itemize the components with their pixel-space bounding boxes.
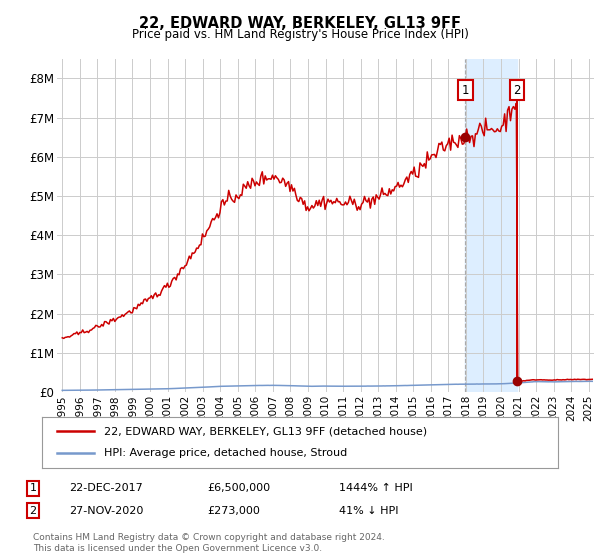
Text: 27-NOV-2020: 27-NOV-2020 bbox=[69, 506, 143, 516]
Text: £6,500,000: £6,500,000 bbox=[207, 483, 270, 493]
Text: 22, EDWARD WAY, BERKELEY, GL13 9FF: 22, EDWARD WAY, BERKELEY, GL13 9FF bbox=[139, 16, 461, 31]
Text: 22-DEC-2017: 22-DEC-2017 bbox=[69, 483, 143, 493]
Bar bbox=[466, 59, 517, 392]
Text: 1444% ↑ HPI: 1444% ↑ HPI bbox=[339, 483, 413, 493]
Text: 1: 1 bbox=[29, 483, 37, 493]
Text: 22, EDWARD WAY, BERKELEY, GL13 9FF (detached house): 22, EDWARD WAY, BERKELEY, GL13 9FF (deta… bbox=[104, 426, 427, 436]
Text: £273,000: £273,000 bbox=[207, 506, 260, 516]
Text: 2: 2 bbox=[513, 84, 521, 97]
Text: 1: 1 bbox=[461, 84, 469, 97]
Text: Contains HM Land Registry data © Crown copyright and database right 2024.
This d: Contains HM Land Registry data © Crown c… bbox=[33, 533, 385, 553]
Text: Price paid vs. HM Land Registry's House Price Index (HPI): Price paid vs. HM Land Registry's House … bbox=[131, 28, 469, 41]
Text: 41% ↓ HPI: 41% ↓ HPI bbox=[339, 506, 398, 516]
Text: 2: 2 bbox=[29, 506, 37, 516]
Text: HPI: Average price, detached house, Stroud: HPI: Average price, detached house, Stro… bbox=[104, 449, 347, 459]
